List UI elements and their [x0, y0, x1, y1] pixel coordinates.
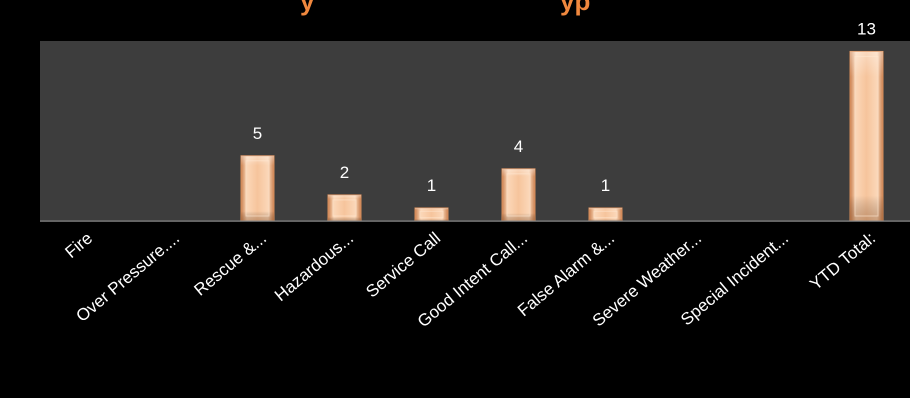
partial-title: y yp [300, 0, 590, 16]
x-tick-label: Rescue &... [191, 229, 271, 300]
x-tick-label: Service Call [362, 229, 444, 302]
bar-3 [328, 195, 361, 221]
x-tick-label: YTD Total: [806, 229, 879, 294]
data-label: 4 [514, 137, 523, 156]
data-label: 5 [253, 124, 262, 143]
x-tick-label: Fire [61, 229, 96, 262]
bar-9 [850, 51, 883, 221]
x-tick-label: Hazardous... [271, 229, 357, 306]
plot-area [40, 41, 910, 222]
data-label: 13 [857, 19, 876, 38]
bar-4 [415, 208, 448, 221]
svg-text:yp: yp [560, 0, 590, 16]
data-label: 2 [340, 163, 349, 182]
bar-6 [589, 208, 622, 221]
data-label: 1 [427, 176, 436, 195]
bar-2 [241, 156, 274, 221]
data-label: 1 [601, 176, 610, 195]
bar-5 [502, 169, 535, 221]
svg-text:y: y [300, 0, 315, 16]
